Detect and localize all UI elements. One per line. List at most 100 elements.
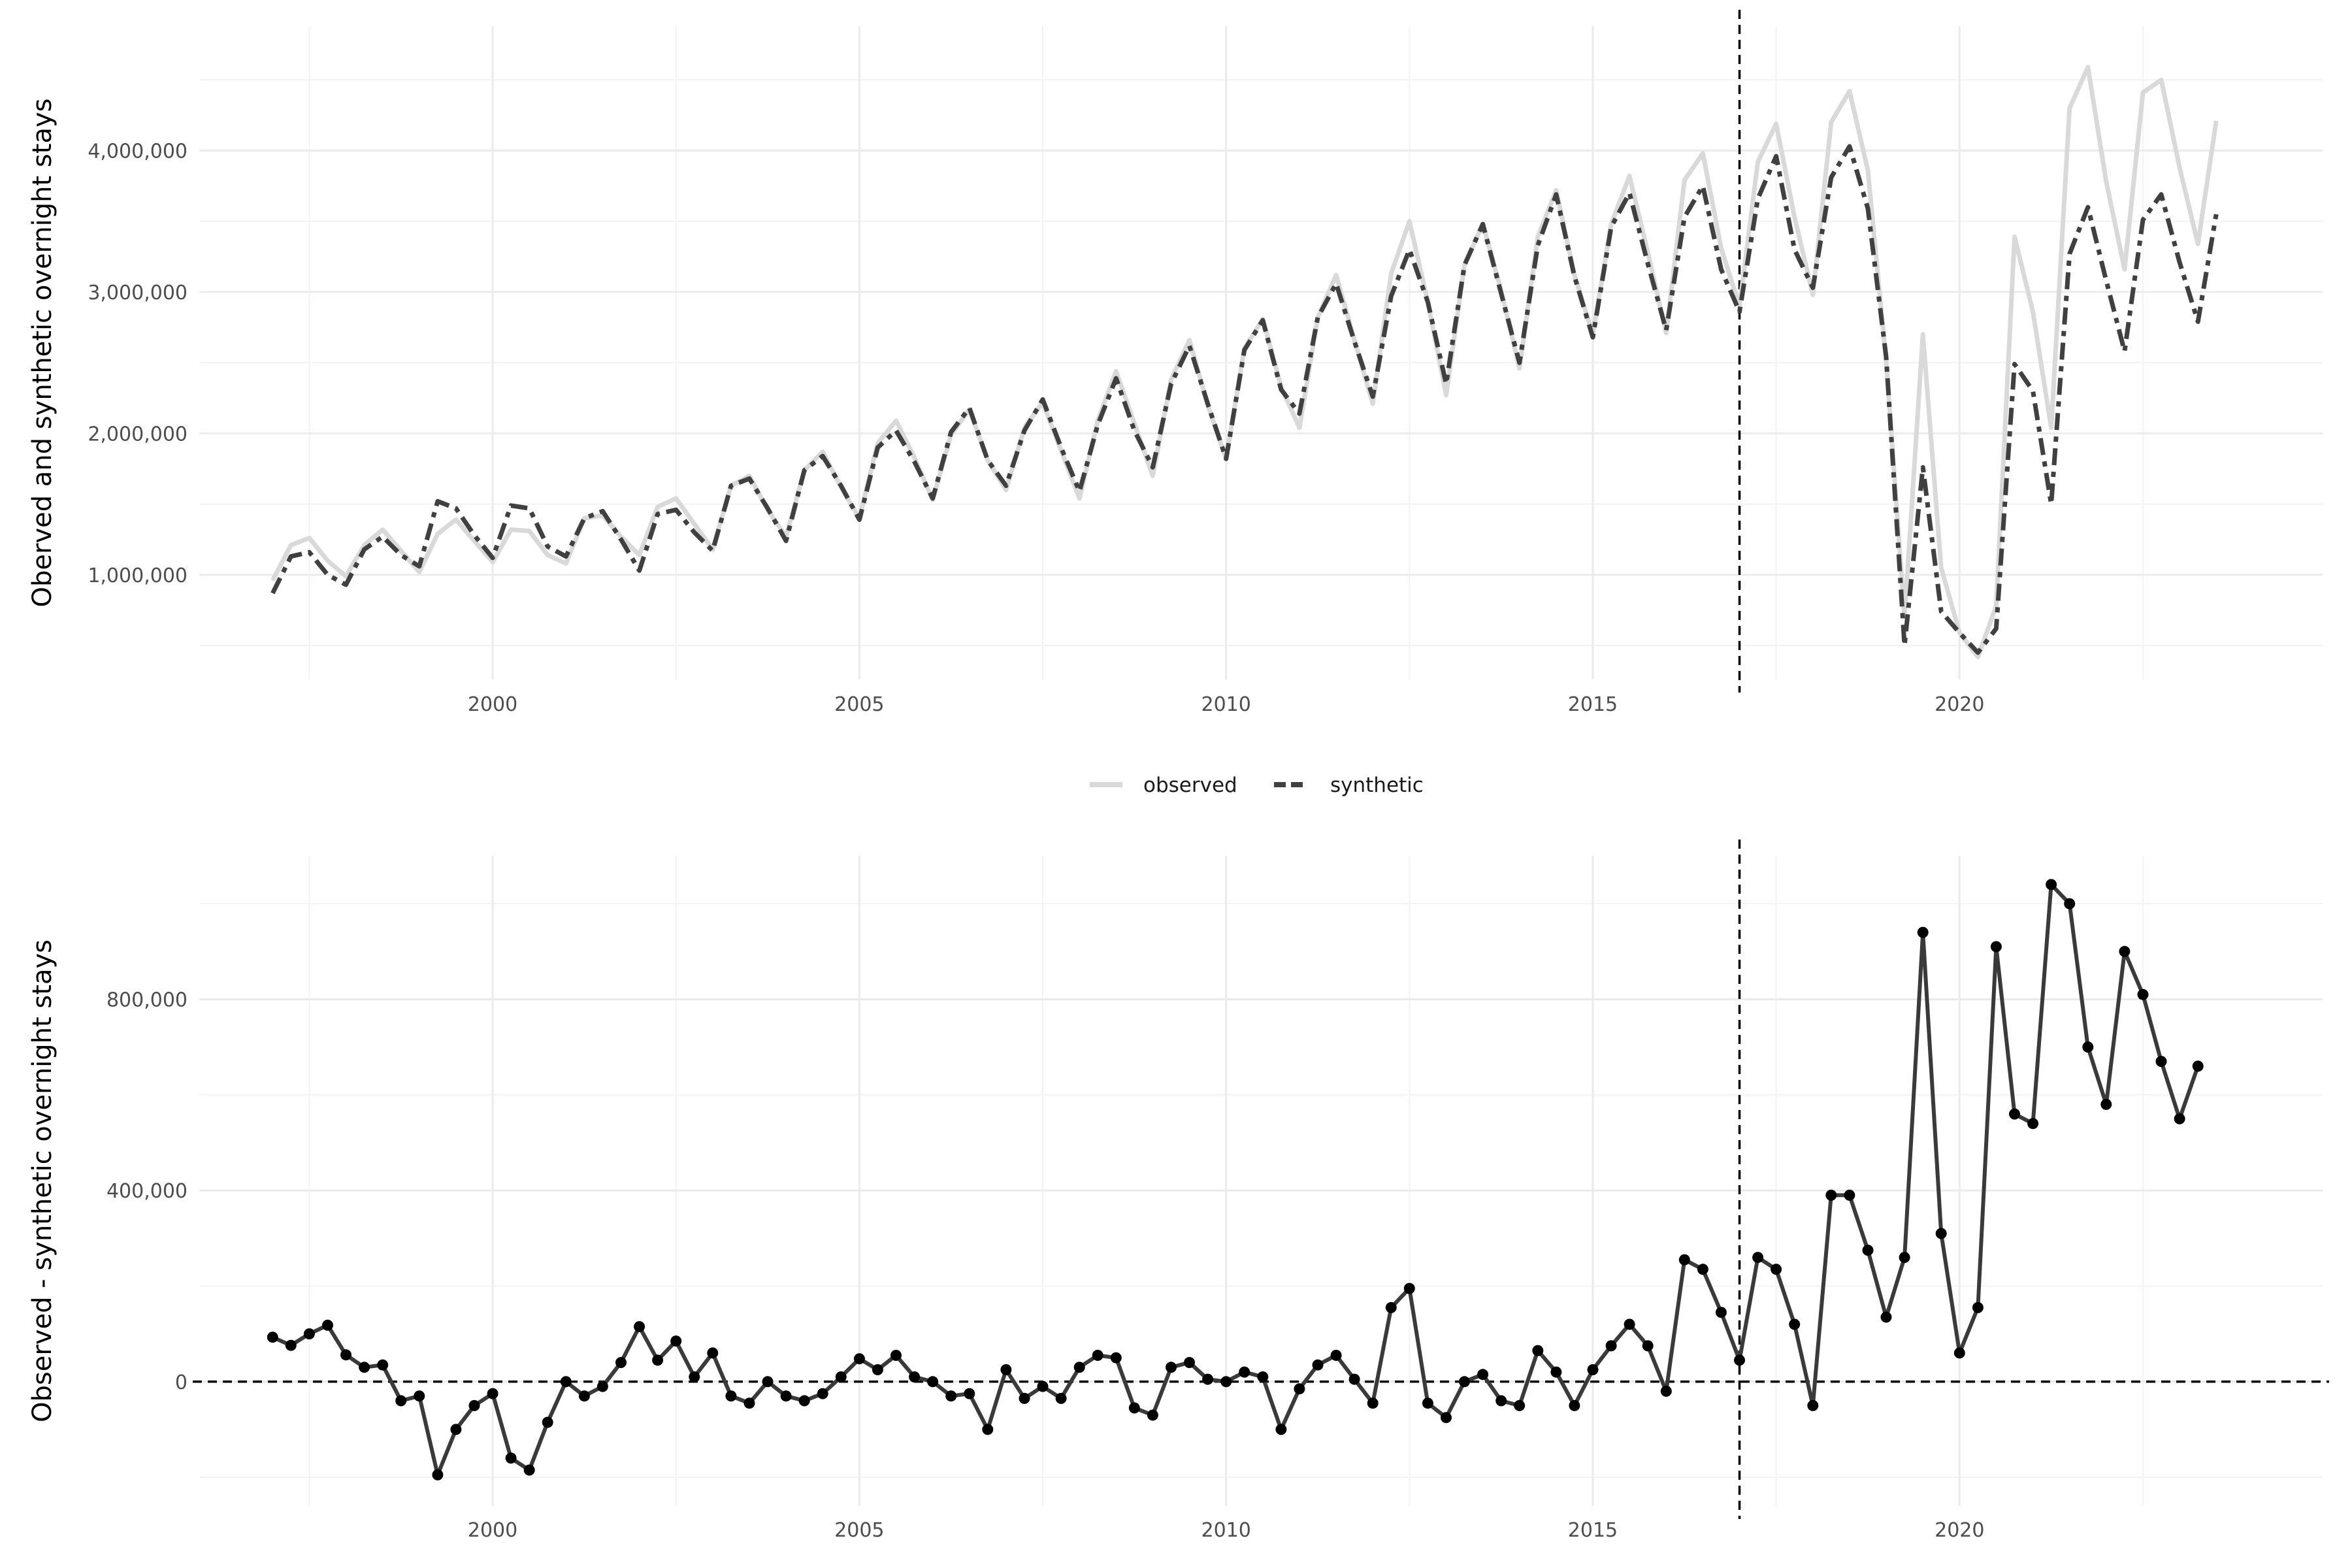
x-tick-label: 2000 — [468, 693, 517, 716]
synthetic-series-line — [270, 144, 2219, 655]
difference-point — [1532, 1345, 1544, 1356]
x-tick-label: 2010 — [1201, 693, 1250, 716]
difference-point — [1678, 1254, 1690, 1266]
y-tick-label: 0 — [175, 1371, 188, 1394]
difference-point — [542, 1416, 553, 1428]
difference-point — [377, 1359, 389, 1371]
difference-point — [634, 1321, 645, 1333]
difference-point — [340, 1349, 351, 1361]
difference-point — [432, 1469, 444, 1480]
difference-point — [578, 1390, 590, 1402]
y-tick-label: 2,000,000 — [88, 423, 188, 446]
difference-point — [395, 1395, 407, 1407]
difference-point — [2192, 1060, 2204, 1072]
difference-point — [1385, 1301, 1397, 1313]
difference-point — [468, 1399, 480, 1411]
difference-point — [1441, 1412, 1452, 1424]
difference-point — [414, 1390, 425, 1402]
difference-point — [1642, 1340, 1654, 1352]
difference-point — [1422, 1397, 1433, 1409]
difference-point — [762, 1376, 774, 1388]
difference-point — [927, 1376, 939, 1388]
difference-point — [1624, 1318, 1635, 1330]
difference-point — [1495, 1395, 1507, 1407]
difference-point — [1917, 926, 1929, 938]
difference-point — [1844, 1189, 1855, 1201]
difference-point — [505, 1452, 517, 1464]
difference-point — [2027, 1118, 2039, 1130]
difference-point — [835, 1371, 847, 1382]
difference-point — [1092, 1350, 1103, 1361]
difference-point — [1220, 1376, 1232, 1388]
legend-label-observed: observed — [1143, 774, 1237, 797]
difference-point — [1880, 1311, 1892, 1323]
difference-point — [1459, 1376, 1470, 1388]
difference-point — [1202, 1373, 1214, 1385]
difference-point — [1055, 1392, 1067, 1404]
difference-point — [1972, 1301, 1984, 1313]
difference-series-line — [272, 882, 2200, 1477]
difference-point — [560, 1376, 572, 1388]
x-tick-label: 2020 — [1935, 1519, 1984, 1542]
difference-point — [1899, 1252, 1910, 1264]
difference-point — [780, 1390, 792, 1402]
difference-point — [1514, 1399, 1526, 1411]
difference-point — [890, 1350, 902, 1361]
difference-point — [1789, 1318, 1801, 1330]
difference-point — [1403, 1282, 1415, 1294]
x-tick-label: 2000 — [468, 1519, 517, 1542]
difference-point — [1312, 1359, 1324, 1371]
difference-point — [596, 1380, 608, 1392]
difference-point — [1073, 1362, 1085, 1373]
y-axis-title: Observed - synthetic overnight stays — [27, 939, 57, 1422]
difference-point — [725, 1390, 737, 1402]
y-tick-label: 400,000 — [106, 1180, 188, 1203]
difference-point — [1771, 1264, 1782, 1275]
legend: observed synthetic — [1090, 774, 1424, 797]
x-tick-label: 2015 — [1568, 693, 1618, 716]
y-tick-label: 1,000,000 — [88, 564, 188, 587]
difference-point — [2137, 988, 2149, 1000]
y-tick-label: 800,000 — [106, 988, 188, 1011]
difference-point — [2064, 898, 2076, 909]
difference-point — [798, 1395, 810, 1407]
difference-point — [1348, 1373, 1360, 1385]
difference-point — [1000, 1364, 1012, 1375]
x-tick-label: 2005 — [834, 1519, 884, 1542]
difference-point — [1862, 1245, 1874, 1256]
difference-point — [1752, 1252, 1764, 1264]
x-tick-label: 2015 — [1568, 1519, 1618, 1542]
difference-point — [670, 1335, 682, 1347]
difference-point — [1128, 1402, 1140, 1414]
difference-point — [1294, 1383, 1305, 1395]
difference-point — [1184, 1357, 1195, 1368]
difference-point — [1257, 1371, 1269, 1382]
difference-point — [1587, 1364, 1599, 1375]
x-tick-label: 2020 — [1935, 693, 1984, 716]
difference-point — [2009, 1108, 2020, 1120]
difference-point — [652, 1354, 664, 1366]
difference-point — [2100, 1098, 2112, 1110]
difference-point — [2155, 1056, 2167, 1068]
difference-point — [1605, 1340, 1617, 1352]
difference-point — [1166, 1362, 1177, 1373]
difference-point — [853, 1353, 865, 1365]
difference-point — [817, 1388, 828, 1399]
difference-point — [1037, 1380, 1049, 1392]
difference-point — [1239, 1366, 1250, 1378]
difference-point — [1953, 1347, 1965, 1359]
difference-point — [1367, 1397, 1379, 1409]
difference-point — [303, 1328, 315, 1340]
difference-point — [1697, 1264, 1708, 1275]
difference-point — [689, 1371, 700, 1382]
difference-point — [1110, 1352, 1122, 1364]
difference-point — [359, 1362, 370, 1373]
difference-point — [2082, 1041, 2094, 1053]
difference-point — [2119, 945, 2131, 957]
difference-point — [707, 1347, 719, 1359]
difference-point — [322, 1319, 333, 1331]
difference-point — [1715, 1307, 1727, 1318]
difference-point — [1660, 1385, 1672, 1397]
difference-point — [743, 1397, 755, 1409]
